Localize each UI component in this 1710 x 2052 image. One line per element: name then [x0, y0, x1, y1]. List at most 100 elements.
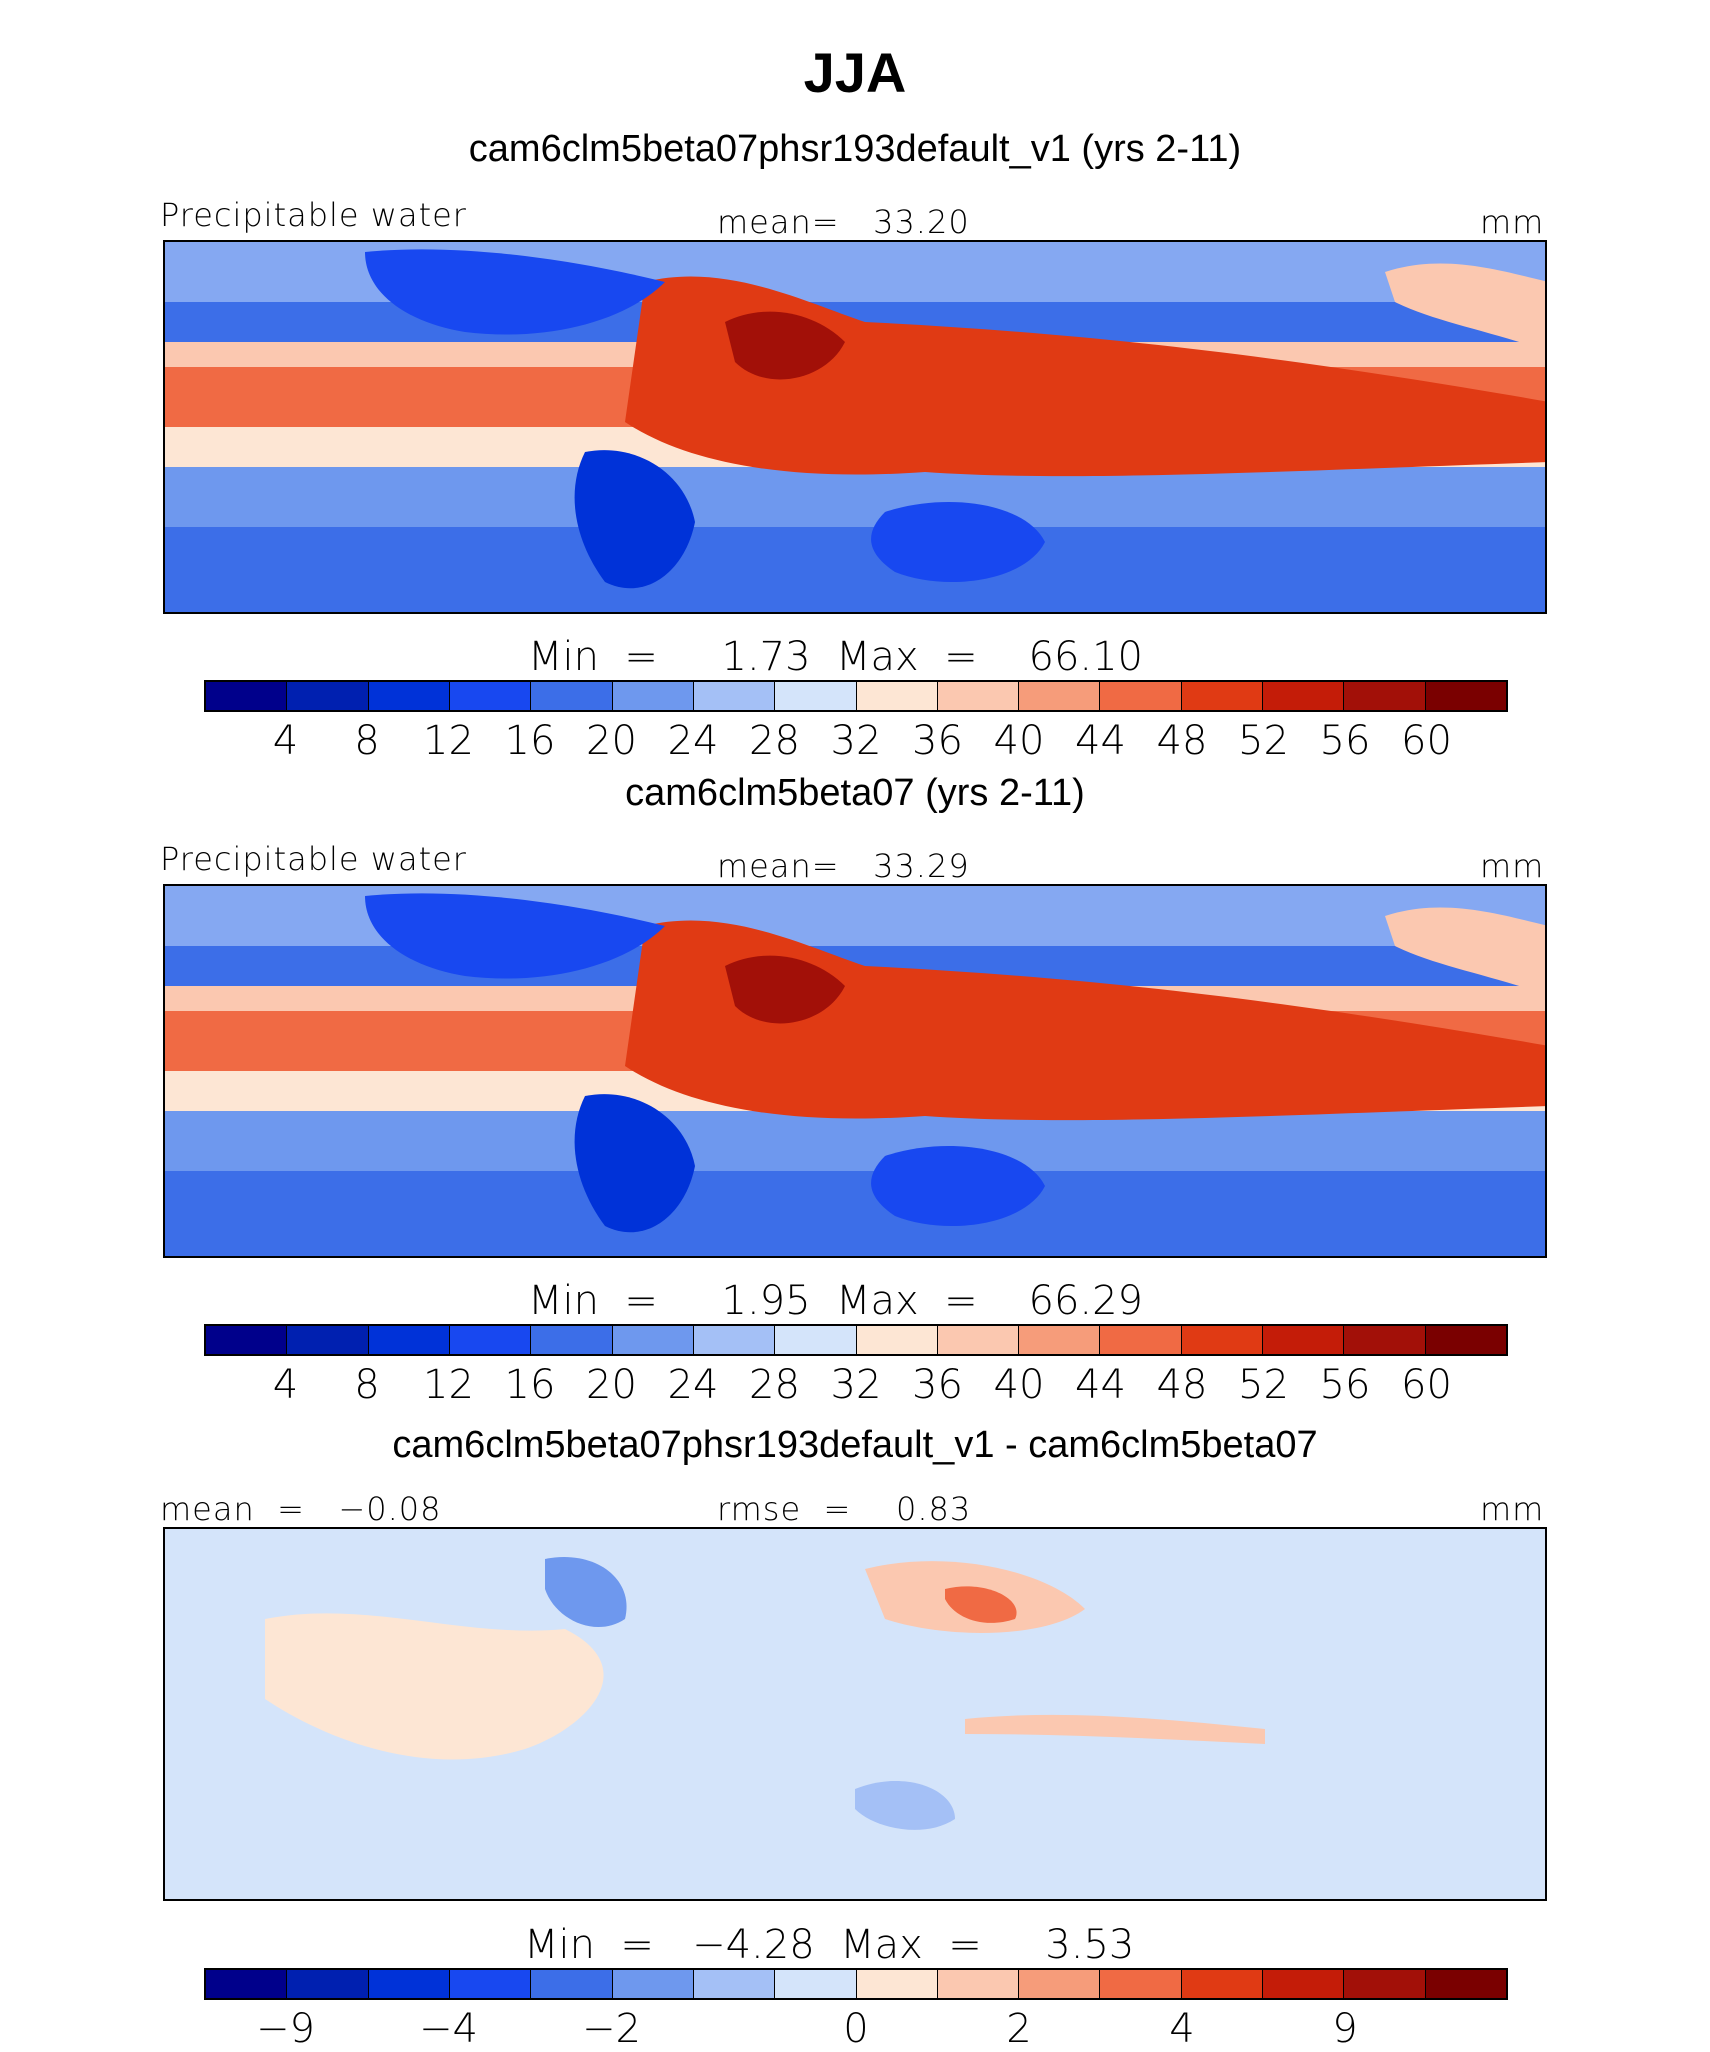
panel-1-variable-label: Precipitable water — [160, 196, 467, 234]
panel-2-mean-label: mean= 33.29 — [717, 847, 970, 885]
colorbar-swatch — [449, 682, 532, 710]
colorbar-swatch — [1019, 1970, 1101, 1998]
colorbar-swatch — [1100, 1970, 1182, 1998]
colorbar-swatch — [287, 682, 369, 710]
colorbar-tick-label: 28 — [749, 718, 800, 764]
colorbar-swatch — [531, 1326, 613, 1354]
panel-2-variable-label: Precipitable water — [160, 840, 467, 878]
panel-3-units-label: mm — [1480, 1490, 1545, 1528]
colorbar-swatch — [368, 682, 450, 710]
colorbar-tick-label: 4 — [272, 718, 299, 764]
panel-1-mean-label: mean= 33.20 — [717, 203, 970, 241]
panel-1-colorbar — [204, 680, 1508, 712]
colorbar-tick-label: 9 — [1332, 2006, 1358, 2052]
colorbar-swatch — [937, 682, 1020, 710]
colorbar-tick-label: 48 — [1156, 1362, 1208, 1408]
colorbar-swatch — [287, 1970, 369, 1998]
colorbar-swatch — [531, 682, 613, 710]
colorbar-swatch — [1263, 682, 1345, 710]
colorbar-tick-label: 36 — [912, 1362, 963, 1408]
colorbar-swatch — [937, 1326, 1020, 1354]
colorbar-tick-label: 44 — [1075, 718, 1126, 764]
colorbar-swatch — [1100, 1326, 1182, 1354]
colorbar-swatch — [775, 1326, 857, 1354]
panel-2-colorbar — [204, 1324, 1508, 1356]
colorbar-tick-label: 20 — [586, 1362, 637, 1408]
panel-2-map-svg — [165, 886, 1545, 1256]
colorbar-swatch — [856, 1326, 938, 1354]
colorbar-tick-label: 56 — [1319, 718, 1371, 764]
colorbar-tick-label: 32 — [830, 718, 882, 764]
colorbar-tick-label: 16 — [504, 1362, 556, 1408]
colorbar-tick-label: 28 — [749, 1362, 800, 1408]
colorbar-swatch — [612, 1970, 694, 1998]
colorbar-tick-label: 36 — [912, 718, 963, 764]
colorbar-tick-label: 4 — [1169, 2006, 1195, 2052]
panel-3-mean-label: mean = −0.08 — [160, 1490, 442, 1528]
colorbar-swatch — [693, 1326, 776, 1354]
colorbar-tick-label: −4 — [419, 2006, 478, 2052]
colorbar-tick-label: 48 — [1156, 718, 1208, 764]
panel-2-colorbar-ticks: 4 8 12 16 20 24 28 32 36 40 44 48 52 56 60 — [0, 1362, 1710, 1412]
colorbar-tick-label: −2 — [582, 2006, 641, 2052]
colorbar-swatch — [693, 1970, 776, 1998]
panel-1-units-label: mm — [1480, 203, 1545, 241]
colorbar-swatch — [775, 1970, 857, 1998]
colorbar-tick-label: 12 — [423, 718, 474, 764]
colorbar-tick-label: 52 — [1238, 718, 1289, 764]
colorbar-tick-label: 24 — [667, 1362, 719, 1408]
colorbar-swatch — [449, 1970, 532, 1998]
panel-1-title: cam6clm5beta07phsr193default_v1 (yrs 2-1… — [468, 128, 1242, 170]
colorbar-swatch — [1425, 1326, 1506, 1354]
colorbar-tick-label: 8 — [354, 1362, 380, 1408]
colorbar-tick-label: 32 — [830, 1362, 882, 1408]
colorbar-tick-label: 12 — [423, 1362, 474, 1408]
colorbar-swatch — [449, 1326, 532, 1354]
colorbar-swatch — [1425, 682, 1506, 710]
colorbar-swatch — [287, 1326, 369, 1354]
colorbar-swatch — [368, 1970, 450, 1998]
panel-1-colorbar-ticks: 4 8 12 16 20 24 28 32 36 40 44 48 52 56 60 — [0, 718, 1710, 768]
panel-3-minmax: Min = −4.28 Max = 3.53 — [524, 1922, 1135, 1968]
colorbar-swatch — [1181, 1970, 1264, 1998]
panel-3-map-svg — [165, 1529, 1545, 1899]
colorbar-swatch — [1019, 1326, 1101, 1354]
colorbar-swatch — [206, 682, 288, 710]
colorbar-swatch — [856, 682, 938, 710]
colorbar-swatch — [1344, 1326, 1426, 1354]
colorbar-tick-label: 60 — [1401, 1362, 1452, 1408]
colorbar-tick-label: 0 — [843, 2006, 869, 2052]
panel-1-map — [163, 240, 1547, 614]
colorbar-swatch — [612, 1326, 694, 1354]
panel-2-map — [163, 884, 1547, 1258]
colorbar-tick-label: 20 — [586, 718, 637, 764]
panel-2-minmax: Min = 1.95 Max = 66.29 — [528, 1278, 1143, 1324]
colorbar-swatch — [1181, 1326, 1264, 1354]
panel-2-units-label: mm — [1480, 847, 1545, 885]
colorbar-tick-label: 24 — [667, 718, 719, 764]
panel-3-title: cam6clm5beta07phsr193default_v1 - cam6cl… — [392, 1424, 1318, 1466]
colorbar-tick-label: 8 — [354, 718, 380, 764]
colorbar-swatch — [775, 682, 857, 710]
panel-1-map-svg — [165, 242, 1545, 612]
colorbar-tick-label: 2 — [1006, 2006, 1032, 2052]
colorbar-swatch — [693, 682, 776, 710]
panel-3-rmse-label: rmse = 0.83 — [717, 1490, 972, 1528]
panel-1-minmax: Min = 1.73 Max = 66.10 — [528, 634, 1143, 680]
colorbar-swatch — [206, 1326, 288, 1354]
colorbar-swatch — [1019, 682, 1101, 710]
colorbar-swatch — [612, 682, 694, 710]
colorbar-swatch — [937, 1970, 1020, 1998]
colorbar-tick-label: −9 — [256, 2006, 315, 2052]
colorbar-swatch — [856, 1970, 938, 1998]
panel-3-map — [163, 1527, 1547, 1901]
colorbar-tick-label: 40 — [993, 718, 1045, 764]
panel-2-title: cam6clm5beta07 (yrs 2-11) — [625, 772, 1085, 814]
colorbar-tick-label: 56 — [1319, 1362, 1371, 1408]
colorbar-swatch — [368, 1326, 450, 1354]
colorbar-swatch — [1181, 682, 1264, 710]
colorbar-swatch — [1344, 682, 1426, 710]
panel-3-colorbar-ticks: −9 −4 −2 0 2 4 9 — [0, 2006, 1710, 2052]
colorbar-tick-label: 44 — [1075, 1362, 1126, 1408]
colorbar-swatch — [206, 1970, 288, 1998]
